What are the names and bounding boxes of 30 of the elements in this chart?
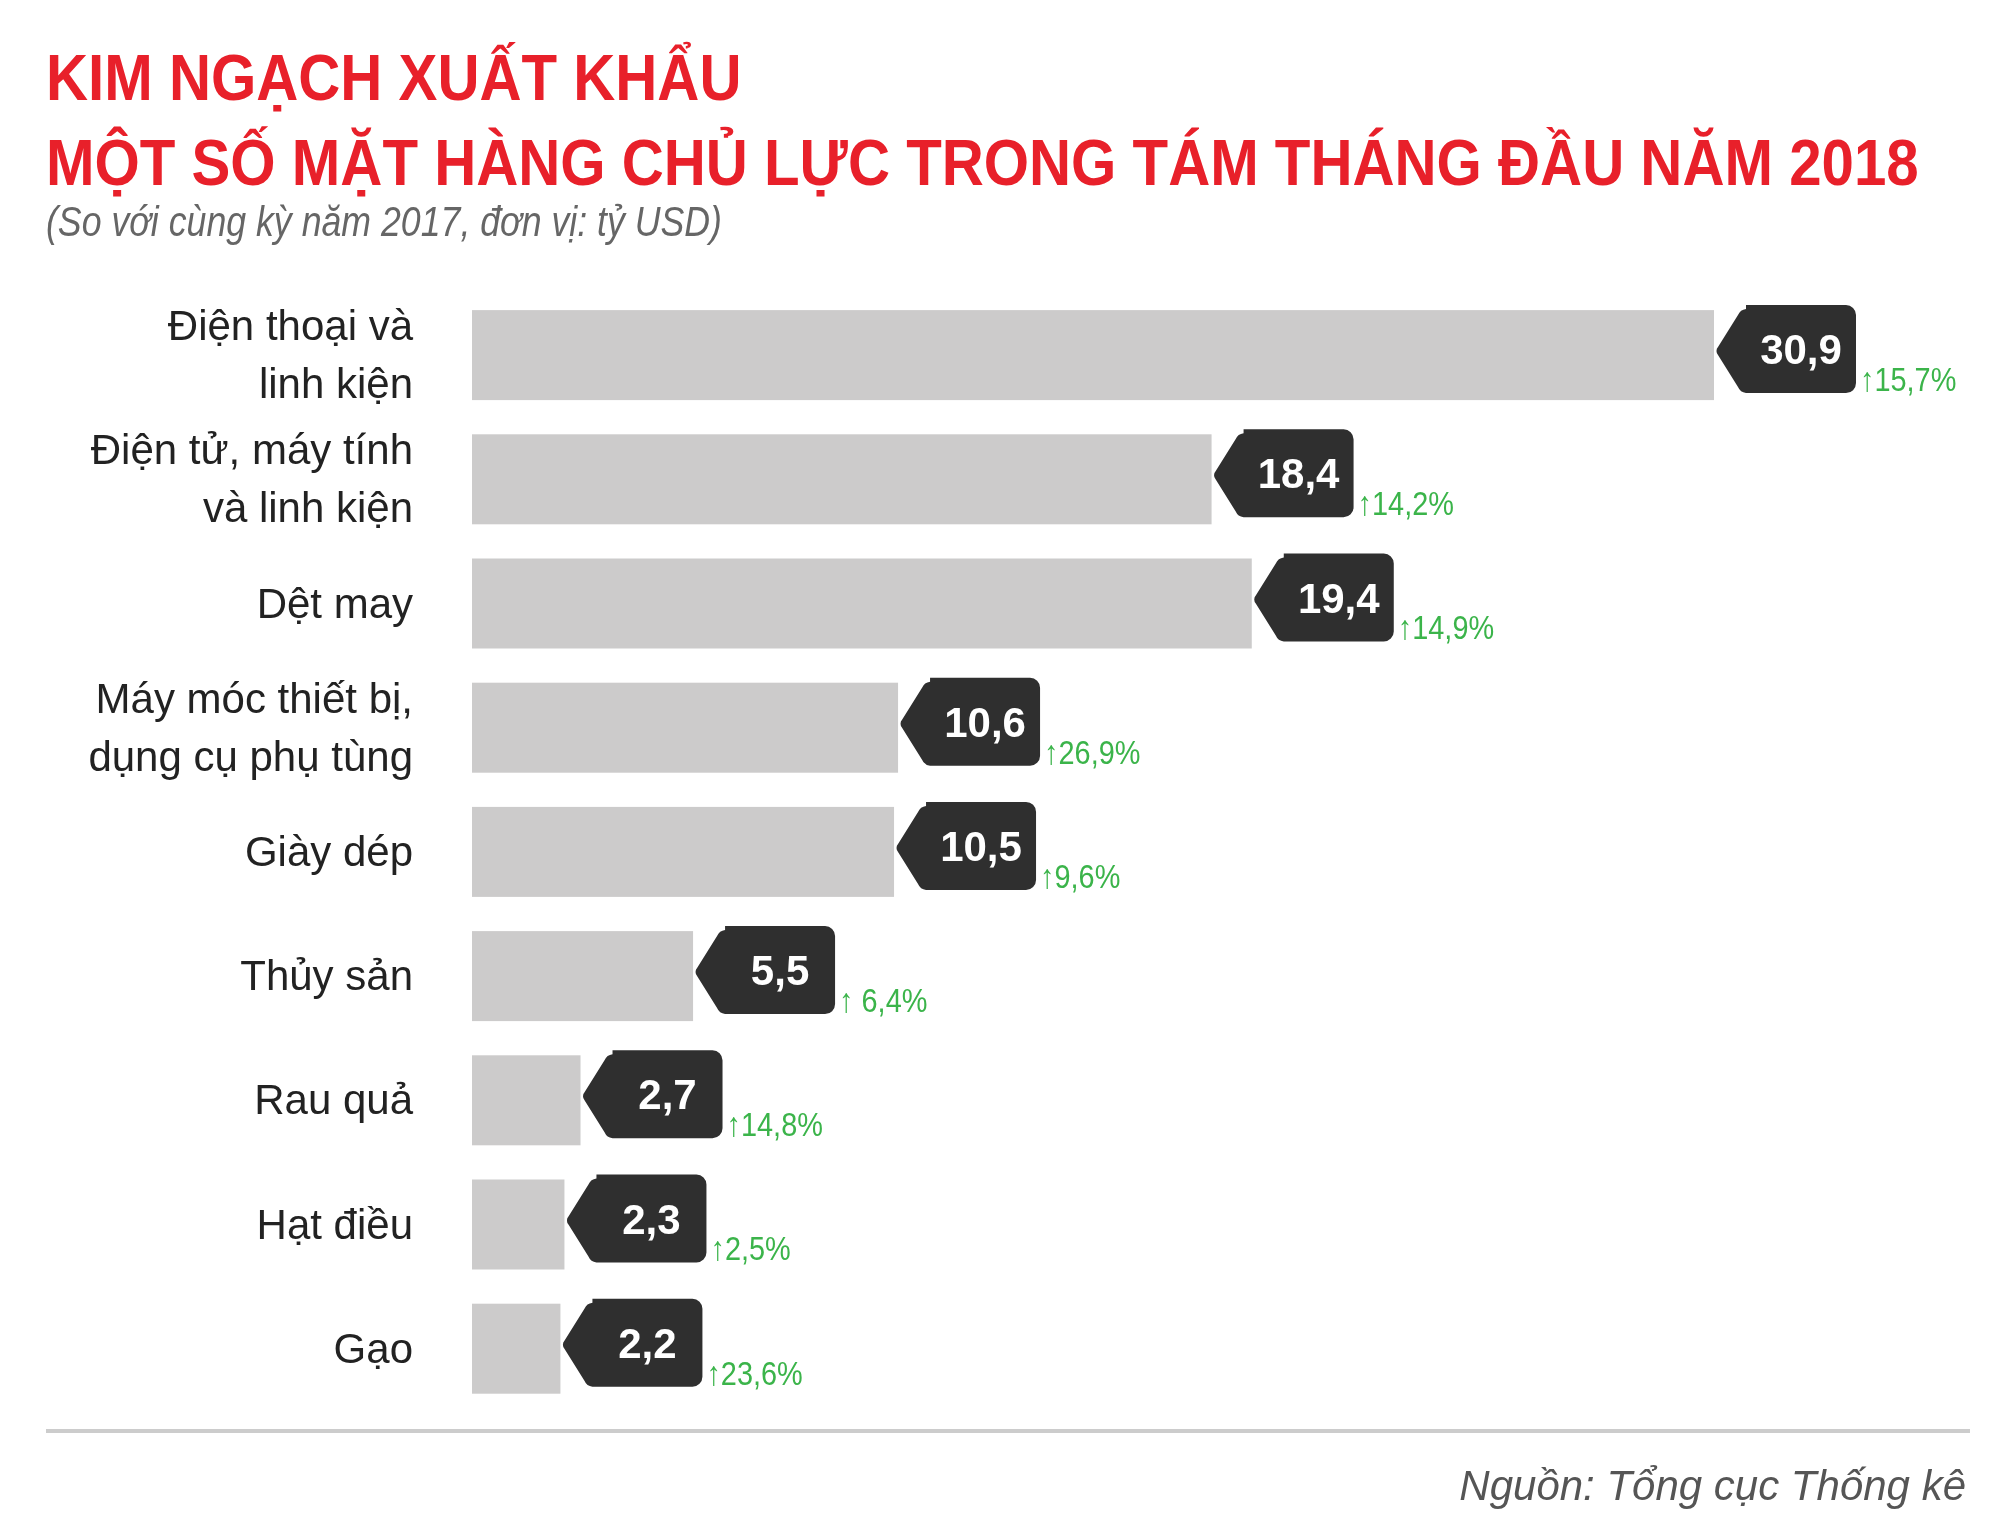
data-label: 2,2 [618, 1319, 677, 1367]
y-tick-label: Điện tử, máy tính và linh kiện [90, 426, 413, 532]
data-label: 10,6 [944, 698, 1026, 746]
data-label: 30,9 [1760, 326, 1842, 374]
annotation: ↑14,2% [1357, 484, 1454, 523]
text: ↑15,7% [1860, 359, 1957, 399]
text: Nguồn: Tổng cục Thống kê [1459, 1462, 1966, 1509]
y-tick-label: Rau quả [254, 1076, 414, 1124]
data-label: 18,4 [1257, 450, 1341, 498]
y-tick-label: Giày dép [244, 827, 413, 875]
data-label: 19,4 [1297, 574, 1381, 622]
y-tick-label: Hạt điều [256, 1200, 413, 1248]
chart-subtitle: (So với cùng kỳ năm 2017, đơn vị: tỷ USD) [46, 198, 722, 245]
chart-title: KIM NGẠCH XUẤT KHẨU MỘT SỐ MẶT HÀNG CHỦ LỰC TRONG TÁM THÁNG ĐẦU NĂM 2018 [46, 42, 1919, 199]
data-label: 10,5 [940, 822, 1022, 870]
annotation: ↑14,9% [1397, 608, 1495, 648]
data-label: 2,3 [622, 1195, 681, 1243]
annotation: ↑26,9% [1044, 732, 1141, 772]
annotation: ↑ 6,4% [839, 980, 928, 1020]
y-tick-label: Điện thoại và linh kiện [167, 302, 414, 408]
y-tick-label: Gạo [333, 1324, 413, 1372]
annotation: ↑2,5% [710, 1229, 791, 1269]
y-tick-label: Máy móc thiết bị, dụng cụ phụ tùng [88, 674, 413, 780]
y-tick-label: Thủy sản [240, 952, 413, 1000]
annotation: ↑14,8% [726, 1105, 823, 1144]
y-tick-label: Dệt may [256, 579, 413, 627]
annotation: ↑9,6% [1040, 856, 1121, 896]
annotation: ↑23,6% [706, 1353, 803, 1393]
data-label: 2,7 [638, 1071, 697, 1119]
data-label: 5,5 [750, 947, 810, 995]
